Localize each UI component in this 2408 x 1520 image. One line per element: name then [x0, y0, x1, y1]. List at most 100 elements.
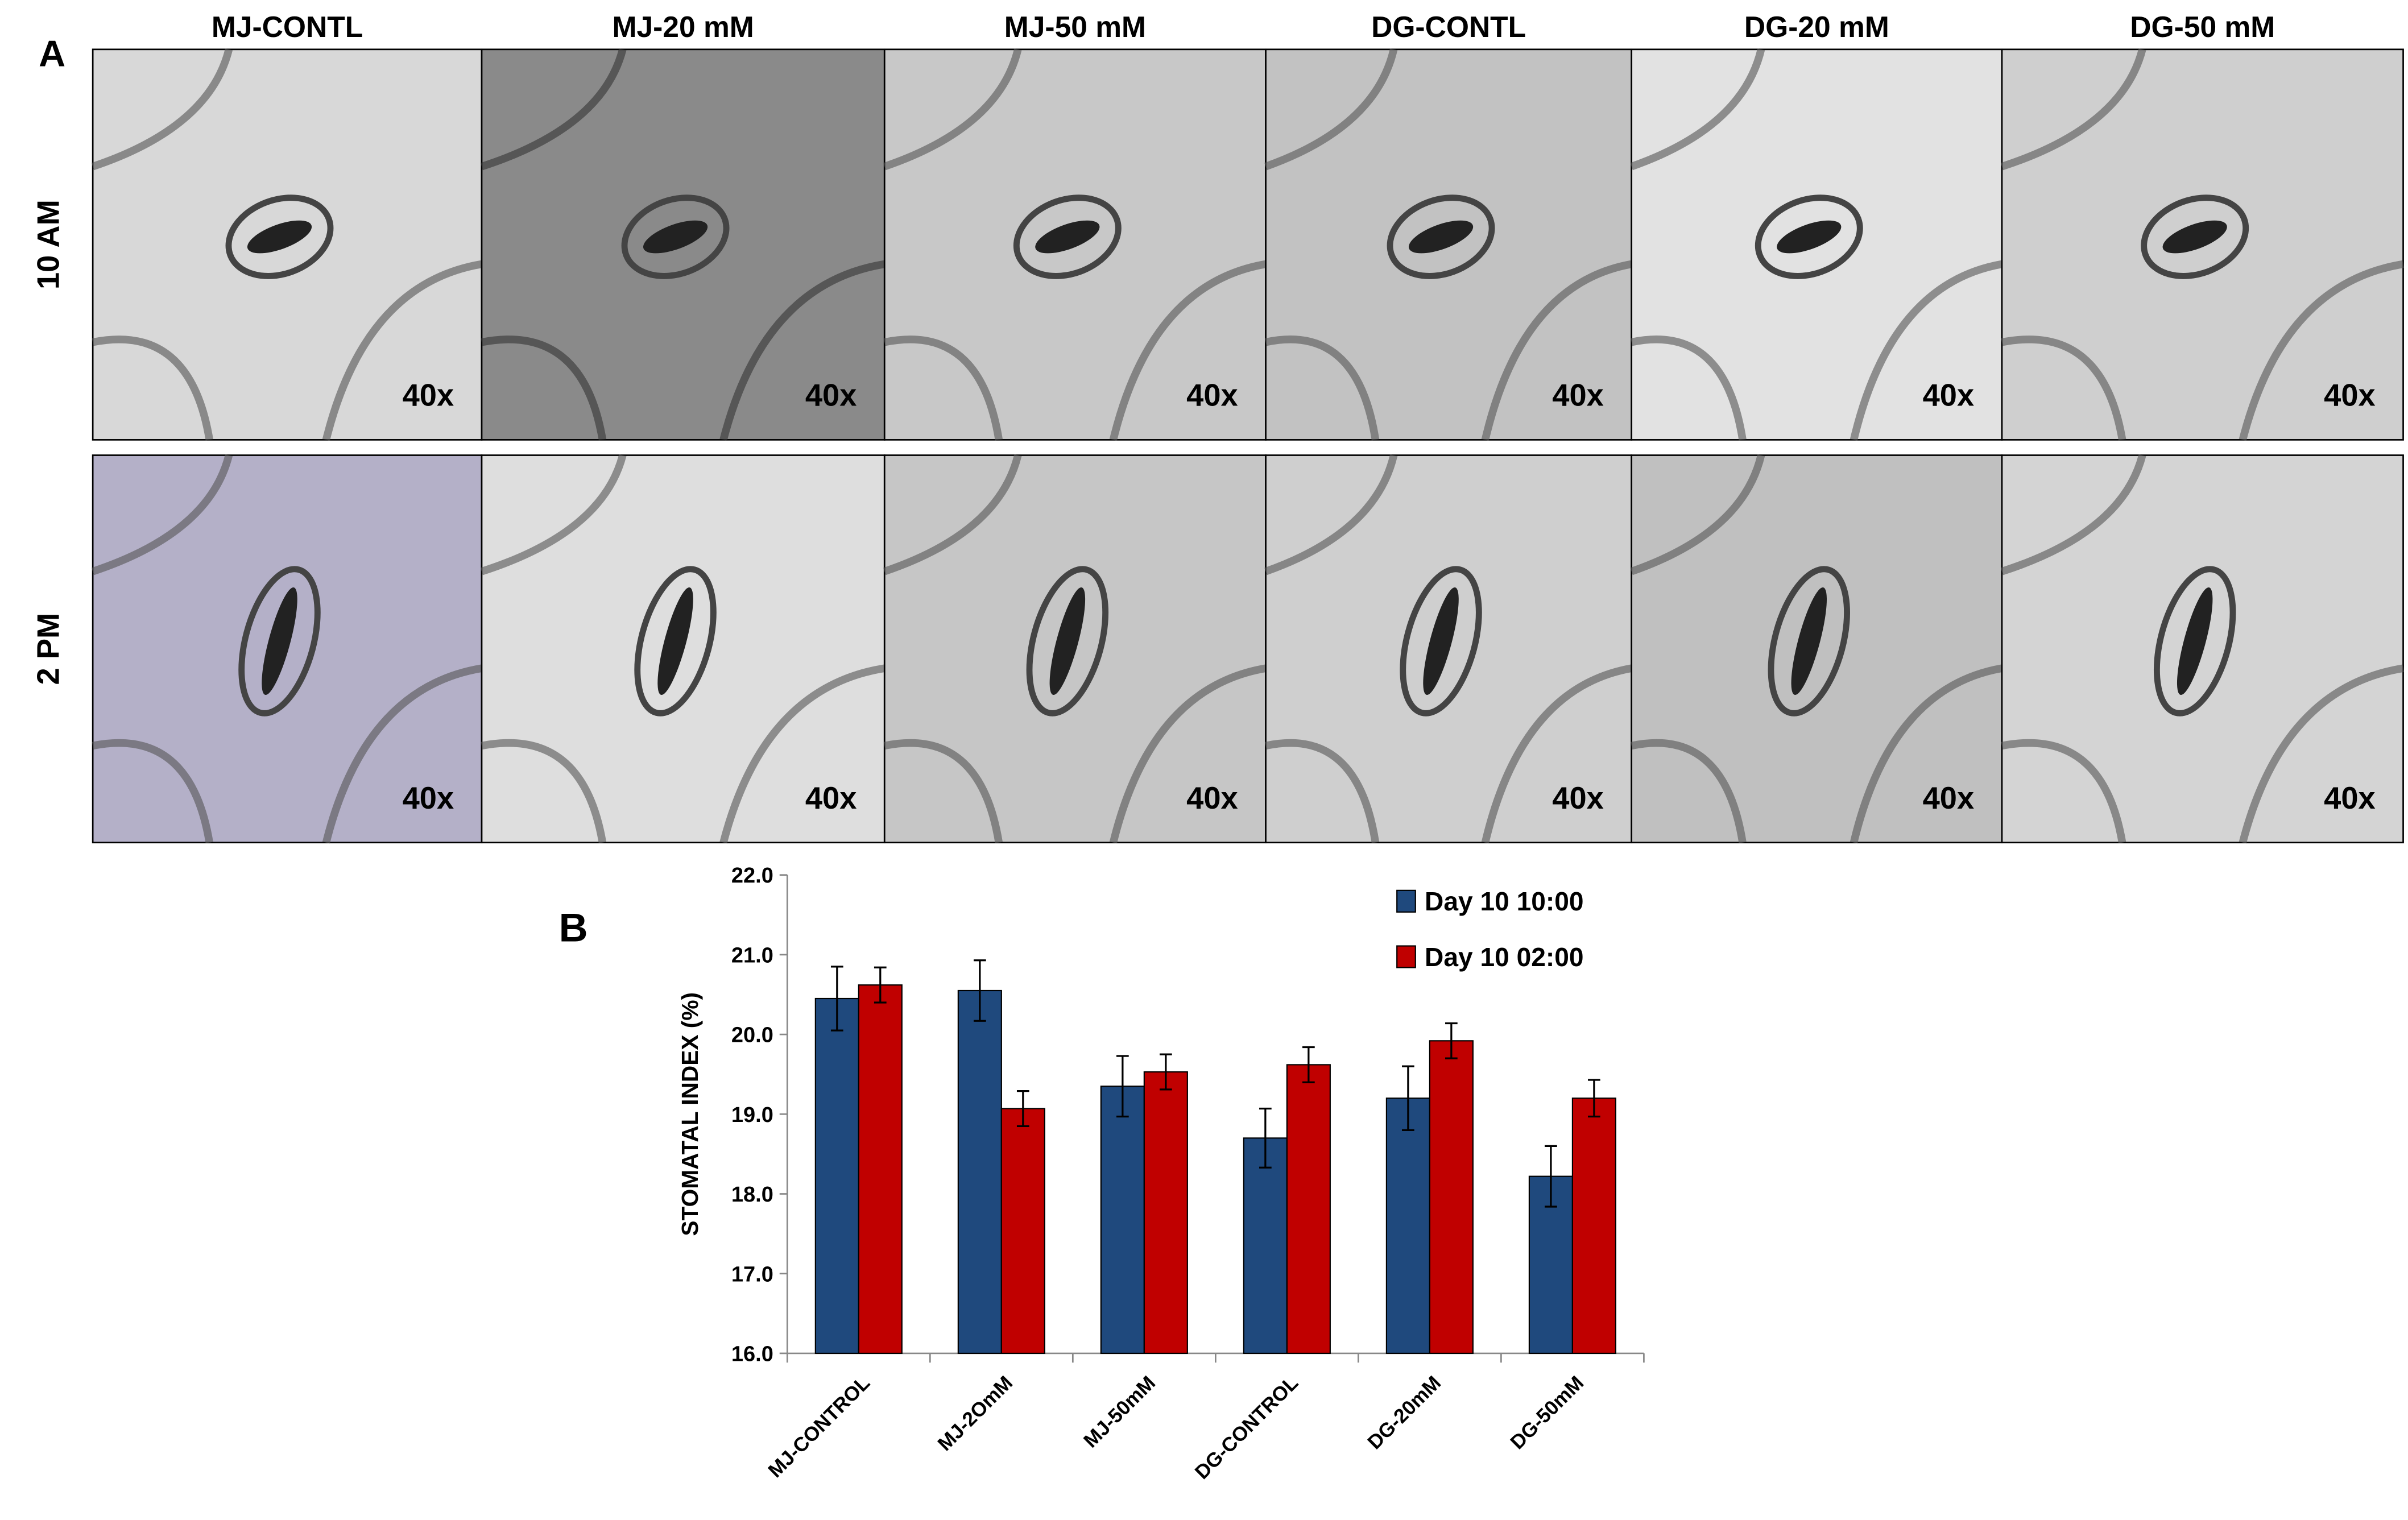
guard-cells: [2153, 566, 2236, 716]
stoma-pore: [1791, 587, 1827, 695]
stoma-pore: [247, 220, 312, 254]
stoma-pore: [1035, 220, 1100, 254]
micrograph: 40x: [883, 48, 1267, 441]
cell-wall: [1264, 454, 1632, 844]
magnification: 40x: [2324, 781, 2376, 815]
y-tick-label: 22.0: [731, 864, 773, 888]
magnification: 40x: [1923, 378, 1975, 413]
y-tick-label: 20.0: [731, 1024, 773, 1047]
error-bar: [1259, 1107, 1272, 1169]
micrograph: 40x: [1264, 48, 1633, 441]
micrograph: 40x: [2000, 454, 2404, 844]
x-tick-label: MJ-50mM: [1079, 1372, 1160, 1452]
error-bar: [1402, 1065, 1414, 1131]
stoma-pore: [262, 587, 297, 695]
micrograph: 40x: [91, 48, 483, 441]
cell-wall: [883, 454, 1267, 844]
guard-cells: [1387, 194, 1495, 279]
y-tick-label: 21.0: [731, 943, 773, 967]
panel-label: A: [39, 33, 65, 74]
magnification: 40x: [403, 781, 454, 815]
micrograph: 40x: [1630, 48, 2003, 441]
cell-wall: [480, 454, 886, 844]
error-bar: [874, 966, 887, 1004]
x-tick-label: DG-20mM: [1363, 1372, 1445, 1453]
legend-label: Day 10 10:00: [1425, 887, 1584, 916]
error-bar: [1588, 1079, 1600, 1118]
error-bar: [973, 959, 986, 1022]
error-bar: [1545, 1145, 1557, 1208]
y-tick-label: 19.0: [731, 1103, 773, 1127]
cell-wall: [2000, 48, 2404, 441]
bar: [814, 997, 859, 1355]
magnification: 40x: [1186, 781, 1238, 815]
panel-label: B: [559, 905, 588, 950]
magnification: 40x: [1923, 781, 1975, 815]
magnification: 40x: [805, 781, 857, 815]
cell-wall: [883, 48, 1267, 441]
error-bar: [1445, 1022, 1458, 1059]
magnification: 40x: [1552, 378, 1604, 413]
bar: [1571, 1097, 1616, 1355]
legend-label: Day 10 02:00: [1425, 942, 1584, 972]
row-label: 10 AM: [31, 200, 65, 289]
cell-wall: [1630, 48, 2003, 441]
x-tick-label: MJ-CONTROL: [764, 1372, 874, 1482]
legend-swatch: [1396, 945, 1416, 968]
x-tick-label: DG-50mM: [1506, 1372, 1588, 1453]
micrograph: 40x: [883, 454, 1267, 844]
bar: [1286, 1064, 1331, 1355]
stoma-pore: [2162, 220, 2227, 254]
y-tick-label: 18.0: [731, 1183, 773, 1207]
guard-cells: [238, 566, 321, 716]
guard-cells: [1768, 566, 1850, 716]
micrograph: 40x: [480, 454, 886, 844]
column-title: MJ-20 mM: [613, 10, 754, 43]
bar: [1243, 1137, 1288, 1355]
micrograph: 40x: [91, 454, 483, 844]
row-label: 2 PM: [31, 613, 65, 685]
magnification: 40x: [2324, 378, 2376, 413]
x-tick-label: DG-CONTROL: [1191, 1372, 1303, 1484]
stoma-pore: [1049, 587, 1086, 695]
stoma-pore: [643, 220, 708, 254]
bar: [1143, 1071, 1188, 1355]
error-bar: [830, 966, 843, 1032]
y-tick-label: 17.0: [731, 1262, 773, 1286]
stoma-pore: [1408, 220, 1474, 254]
magnification: 40x: [403, 378, 454, 413]
cell-wall: [91, 454, 483, 844]
error-bar: [1302, 1046, 1315, 1083]
magnification: 40x: [1552, 781, 1604, 815]
cell-wall: [91, 48, 483, 441]
bar: [957, 989, 1002, 1355]
bar: [1385, 1097, 1430, 1355]
magnification: 40x: [1186, 378, 1238, 413]
guard-cells: [1400, 566, 1482, 716]
error-bar: [1159, 1053, 1172, 1091]
guard-cells: [634, 566, 717, 716]
stoma-pore: [1423, 587, 1459, 695]
bar: [1000, 1108, 1045, 1355]
bar: [858, 984, 903, 1355]
guard-cells: [621, 194, 730, 279]
micrograph: 40x: [2000, 48, 2404, 441]
column-title: DG-20 mM: [1744, 10, 1889, 43]
micrograph: 40x: [480, 48, 886, 441]
guard-cells: [1755, 194, 1863, 279]
cell-wall: [480, 48, 886, 441]
bar: [1100, 1086, 1145, 1355]
x-tick-label: MJ-2OmM: [933, 1372, 1017, 1455]
column-title: MJ-CONTL: [212, 10, 363, 43]
magnification: 40x: [805, 378, 857, 413]
error-bar: [1016, 1090, 1029, 1127]
legend-swatch: [1396, 889, 1416, 913]
guard-cells: [1013, 194, 1122, 279]
stoma-pore: [2177, 587, 2213, 695]
guard-cells: [225, 194, 334, 279]
micrograph: 40x: [1264, 454, 1633, 844]
column-title: DG-50 mM: [2130, 10, 2275, 43]
guard-cells: [1026, 566, 1109, 716]
